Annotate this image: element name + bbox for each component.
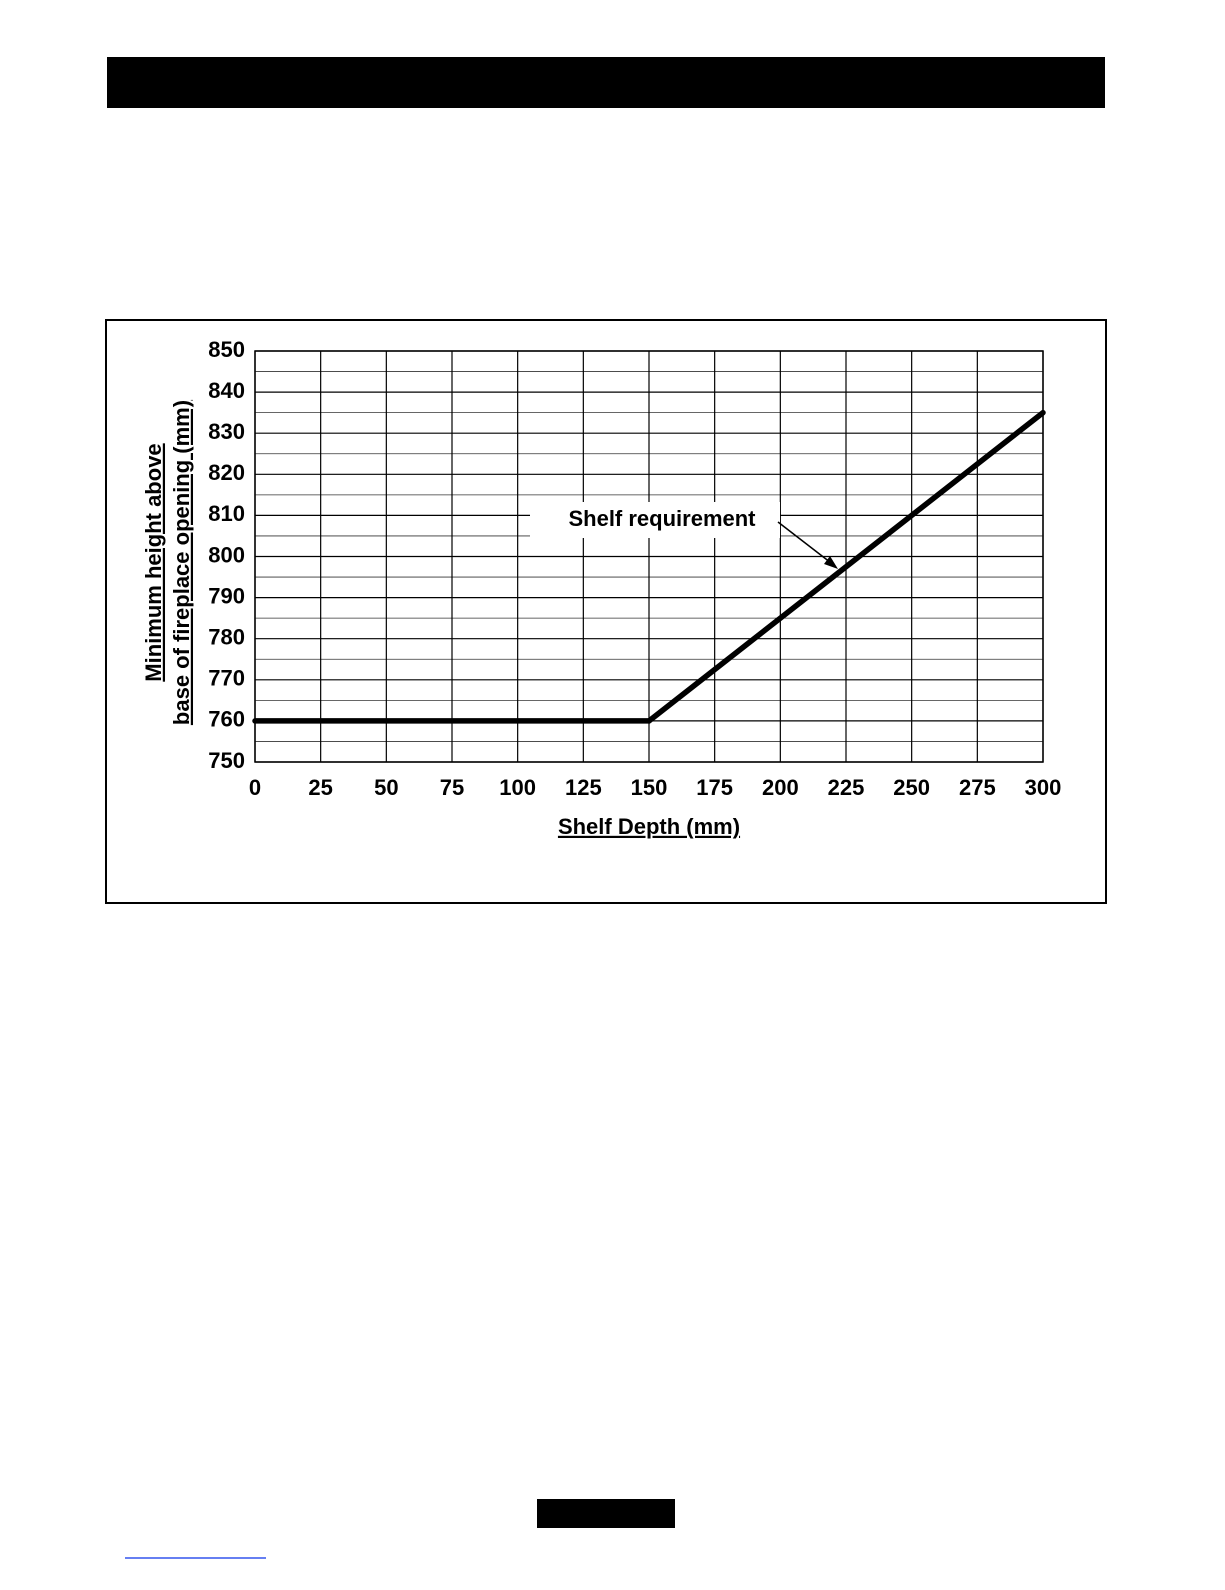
x-tick-label: 300 <box>1025 775 1062 800</box>
data-line <box>252 409 1046 724</box>
y-tick-label: 760 <box>208 707 245 732</box>
x-tick-label: 0 <box>249 775 261 800</box>
y-tick-label: 820 <box>208 460 245 485</box>
y-tick-label: 850 <box>208 337 245 362</box>
annotation-arrow <box>777 521 836 567</box>
x-tick-label: 175 <box>696 775 733 800</box>
annotation-arrowhead <box>824 556 838 569</box>
x-tick-label: 25 <box>308 775 332 800</box>
annotation-background <box>530 502 780 538</box>
y-tick-label: 830 <box>208 419 245 444</box>
x-tick-label: 225 <box>828 775 865 800</box>
x-tick-label: 200 <box>762 775 799 800</box>
y-axis-label: Minimum height above <box>141 443 166 681</box>
x-tick-label: 275 <box>959 775 996 800</box>
x-tick-label: 50 <box>374 775 398 800</box>
y-tick-label: 800 <box>208 542 245 567</box>
x-tick-label: 75 <box>440 775 464 800</box>
x-tick-label: 150 <box>631 775 668 800</box>
y-tick-label: 840 <box>208 378 245 403</box>
x-axis-label: Shelf Depth (mm) <box>558 814 740 839</box>
y-tick-label: 780 <box>208 625 245 650</box>
annotation: Shelf requirement <box>568 506 756 531</box>
chart-frame <box>105 319 1107 904</box>
x-tick-label: 125 <box>565 775 602 800</box>
y-tick-label: 790 <box>208 583 245 608</box>
x-tick-label: 100 <box>499 775 536 800</box>
y-axis-label: base of fireplace opening (mm) <box>169 400 194 725</box>
header-bar <box>107 57 1105 108</box>
y-tick-label: 810 <box>208 501 245 526</box>
y-tick-label: 770 <box>208 666 245 691</box>
x-tick-label: 250 <box>893 775 930 800</box>
y-tick-label: 750 <box>208 748 245 773</box>
footer-bar <box>537 1499 675 1528</box>
chart: 750 760 770 780 790 800 810 820 830 840 850 0 25 50 75… <box>141 337 1062 839</box>
